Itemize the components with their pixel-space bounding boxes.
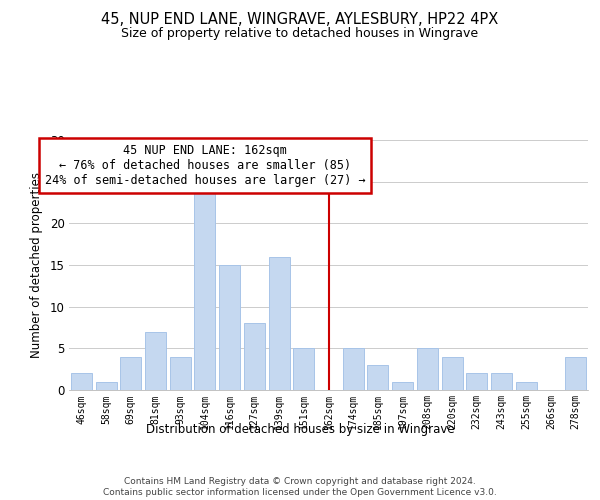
Bar — [367, 365, 388, 390]
Bar — [95, 382, 116, 390]
Bar — [491, 374, 512, 390]
Bar — [466, 374, 487, 390]
Bar — [71, 374, 92, 390]
Bar — [516, 382, 537, 390]
Bar — [219, 265, 240, 390]
Bar — [417, 348, 438, 390]
Bar — [145, 332, 166, 390]
Bar — [293, 348, 314, 390]
Text: 45 NUP END LANE: 162sqm
← 76% of detached houses are smaller (85)
24% of semi-de: 45 NUP END LANE: 162sqm ← 76% of detache… — [44, 144, 365, 187]
Bar — [269, 256, 290, 390]
Bar — [170, 356, 191, 390]
Bar — [392, 382, 413, 390]
Bar — [120, 356, 141, 390]
Y-axis label: Number of detached properties: Number of detached properties — [30, 172, 43, 358]
Bar — [565, 356, 586, 390]
Text: Contains HM Land Registry data © Crown copyright and database right 2024.
Contai: Contains HM Land Registry data © Crown c… — [103, 478, 497, 497]
Text: 45, NUP END LANE, WINGRAVE, AYLESBURY, HP22 4PX: 45, NUP END LANE, WINGRAVE, AYLESBURY, H… — [101, 12, 499, 28]
Bar — [194, 190, 215, 390]
Bar — [244, 324, 265, 390]
Text: Distribution of detached houses by size in Wingrave: Distribution of detached houses by size … — [146, 422, 454, 436]
Text: Size of property relative to detached houses in Wingrave: Size of property relative to detached ho… — [121, 28, 479, 40]
Bar — [442, 356, 463, 390]
Bar — [343, 348, 364, 390]
